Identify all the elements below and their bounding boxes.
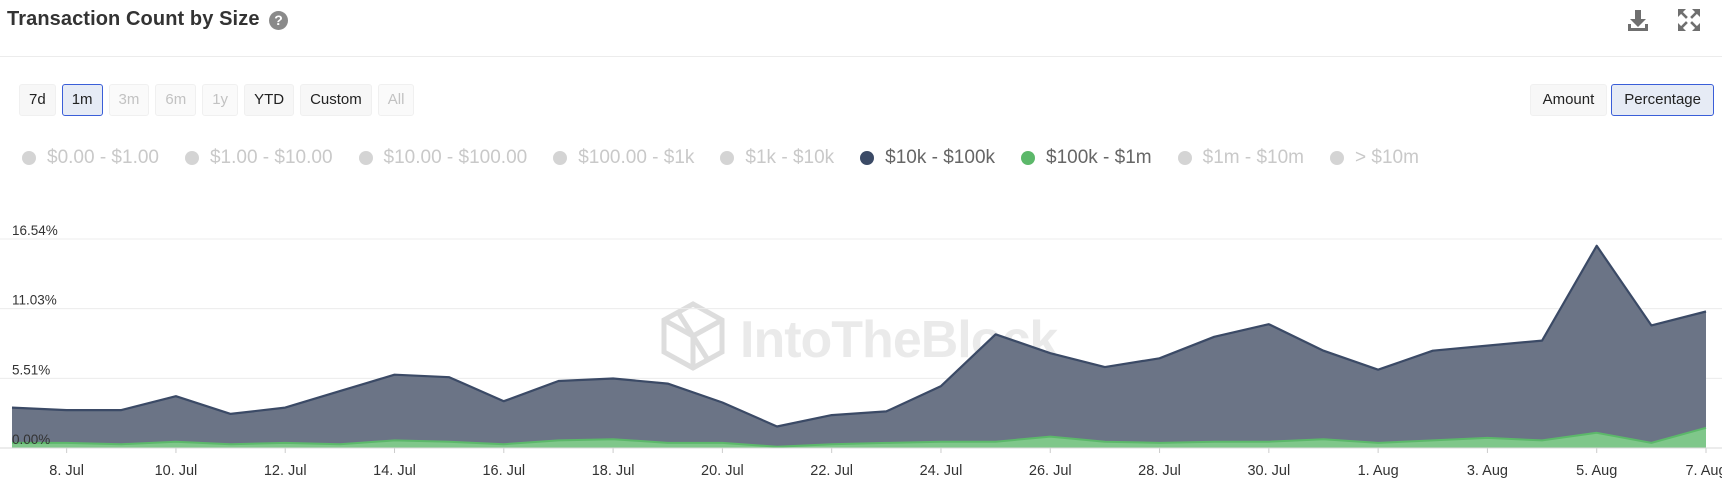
series-area-100k-1m xyxy=(12,427,1706,448)
legend-item[interactable]: > $10m xyxy=(1330,147,1419,169)
x-tick-label: 1. Aug xyxy=(1358,463,1399,479)
legend-dot-icon xyxy=(184,151,199,165)
legend-dot-icon xyxy=(1021,151,1036,165)
mode-button-percentage[interactable]: Percentage xyxy=(1611,84,1714,116)
display-mode-selector: Amount Percentage xyxy=(1529,84,1714,116)
legend-label: $0.00 - $1.00 xyxy=(47,147,159,168)
x-tick-label: 7. Aug xyxy=(1685,463,1722,479)
x-tick-label: 12. Jul xyxy=(264,463,307,479)
x-tick-label: 26. Jul xyxy=(1029,463,1072,479)
chart-legend: $0.00 - $1.00 $1.00 - $10.00 $10.00 - $100… xyxy=(22,146,1445,170)
legend-label: $100.00 - $1k xyxy=(578,147,695,168)
x-tick-label: 10. Jul xyxy=(155,463,198,479)
legend-label: $1m - $10m xyxy=(1202,147,1305,168)
legend-item[interactable]: $100.00 - $1k xyxy=(553,147,694,169)
legend-dot-icon xyxy=(1330,151,1345,165)
x-tick-label: 8. Jul xyxy=(49,463,84,479)
x-tick-label: 30. Jul xyxy=(1247,463,1290,479)
legend-label: $100k - $1m xyxy=(1046,147,1152,168)
series-area-10k-100k xyxy=(12,245,1706,447)
legend-item[interactable]: $10k - $100k xyxy=(860,147,995,169)
mode-button-amount[interactable]: Amount xyxy=(1529,84,1608,116)
fullscreen-icon[interactable] xyxy=(1675,6,1703,34)
legend-dot-icon xyxy=(22,151,36,165)
range-button-7d[interactable]: 7d xyxy=(19,84,56,116)
legend-dot-icon xyxy=(553,151,568,165)
series-line-100k-1m xyxy=(12,426,1707,448)
chart-header: Transaction Count by Size ? xyxy=(0,0,1722,57)
x-tick-label: 22. Jul xyxy=(810,463,853,479)
y-tick-label: 5.51% xyxy=(12,362,50,377)
legend-label: $10k - $100k xyxy=(885,147,996,168)
y-tick-label: 11.03% xyxy=(12,293,57,308)
y-tick-label: 0.00% xyxy=(12,432,50,447)
range-button-ytd[interactable]: YTD xyxy=(244,84,295,116)
legend-label: $1k - $10k xyxy=(745,147,835,168)
intotheblock-logo-icon xyxy=(661,301,725,371)
x-tick-label: 18. Jul xyxy=(592,463,635,479)
range-button-1y: 1y xyxy=(202,84,239,116)
time-range-selector: 7d 1m 3m 6m 1y YTD Custom All xyxy=(19,84,415,116)
legend-label: > $10m xyxy=(1355,147,1419,168)
legend-item[interactable]: $100k - $1m xyxy=(1021,147,1152,169)
legend-dot-icon xyxy=(720,151,735,165)
legend-label: $1.00 - $10.00 xyxy=(209,147,333,168)
range-button-3m: 3m xyxy=(108,84,150,116)
x-tick-label: 3. Aug xyxy=(1467,463,1508,479)
question-circle-icon[interactable]: ? xyxy=(269,11,288,30)
legend-item[interactable]: $10.00 - $100.00 xyxy=(358,147,528,169)
download-icon[interactable] xyxy=(1624,6,1652,34)
legend-dot-icon xyxy=(860,151,875,165)
x-tick-label: 24. Jul xyxy=(920,463,963,479)
legend-label: $10.00 - $100.00 xyxy=(383,147,528,168)
x-tick-label: 5. Aug xyxy=(1576,463,1617,479)
legend-dot-icon xyxy=(358,151,373,165)
x-tick-label: 14. Jul xyxy=(373,463,416,479)
range-button-6m: 6m xyxy=(155,84,197,116)
legend-dot-icon xyxy=(1177,151,1192,165)
x-tick-label: 28. Jul xyxy=(1138,463,1181,479)
x-tick-label: 20. Jul xyxy=(701,463,744,479)
series-line-10k-100k xyxy=(11,244,1707,428)
legend-item[interactable]: $1k - $10k xyxy=(720,147,834,169)
legend-item[interactable]: $1m - $10m xyxy=(1177,147,1305,169)
x-tick-label: 16. Jul xyxy=(482,463,525,479)
y-tick-label: 16.54% xyxy=(12,223,58,238)
legend-item[interactable]: $0.00 - $1.00 xyxy=(22,147,159,169)
range-button-1m[interactable]: 1m xyxy=(61,84,103,116)
page-title: Transaction Count by Size xyxy=(7,8,260,30)
range-button-custom[interactable]: Custom xyxy=(300,84,372,116)
legend-item[interactable]: $1.00 - $10.00 xyxy=(184,147,333,169)
range-button-all: All xyxy=(377,84,415,116)
